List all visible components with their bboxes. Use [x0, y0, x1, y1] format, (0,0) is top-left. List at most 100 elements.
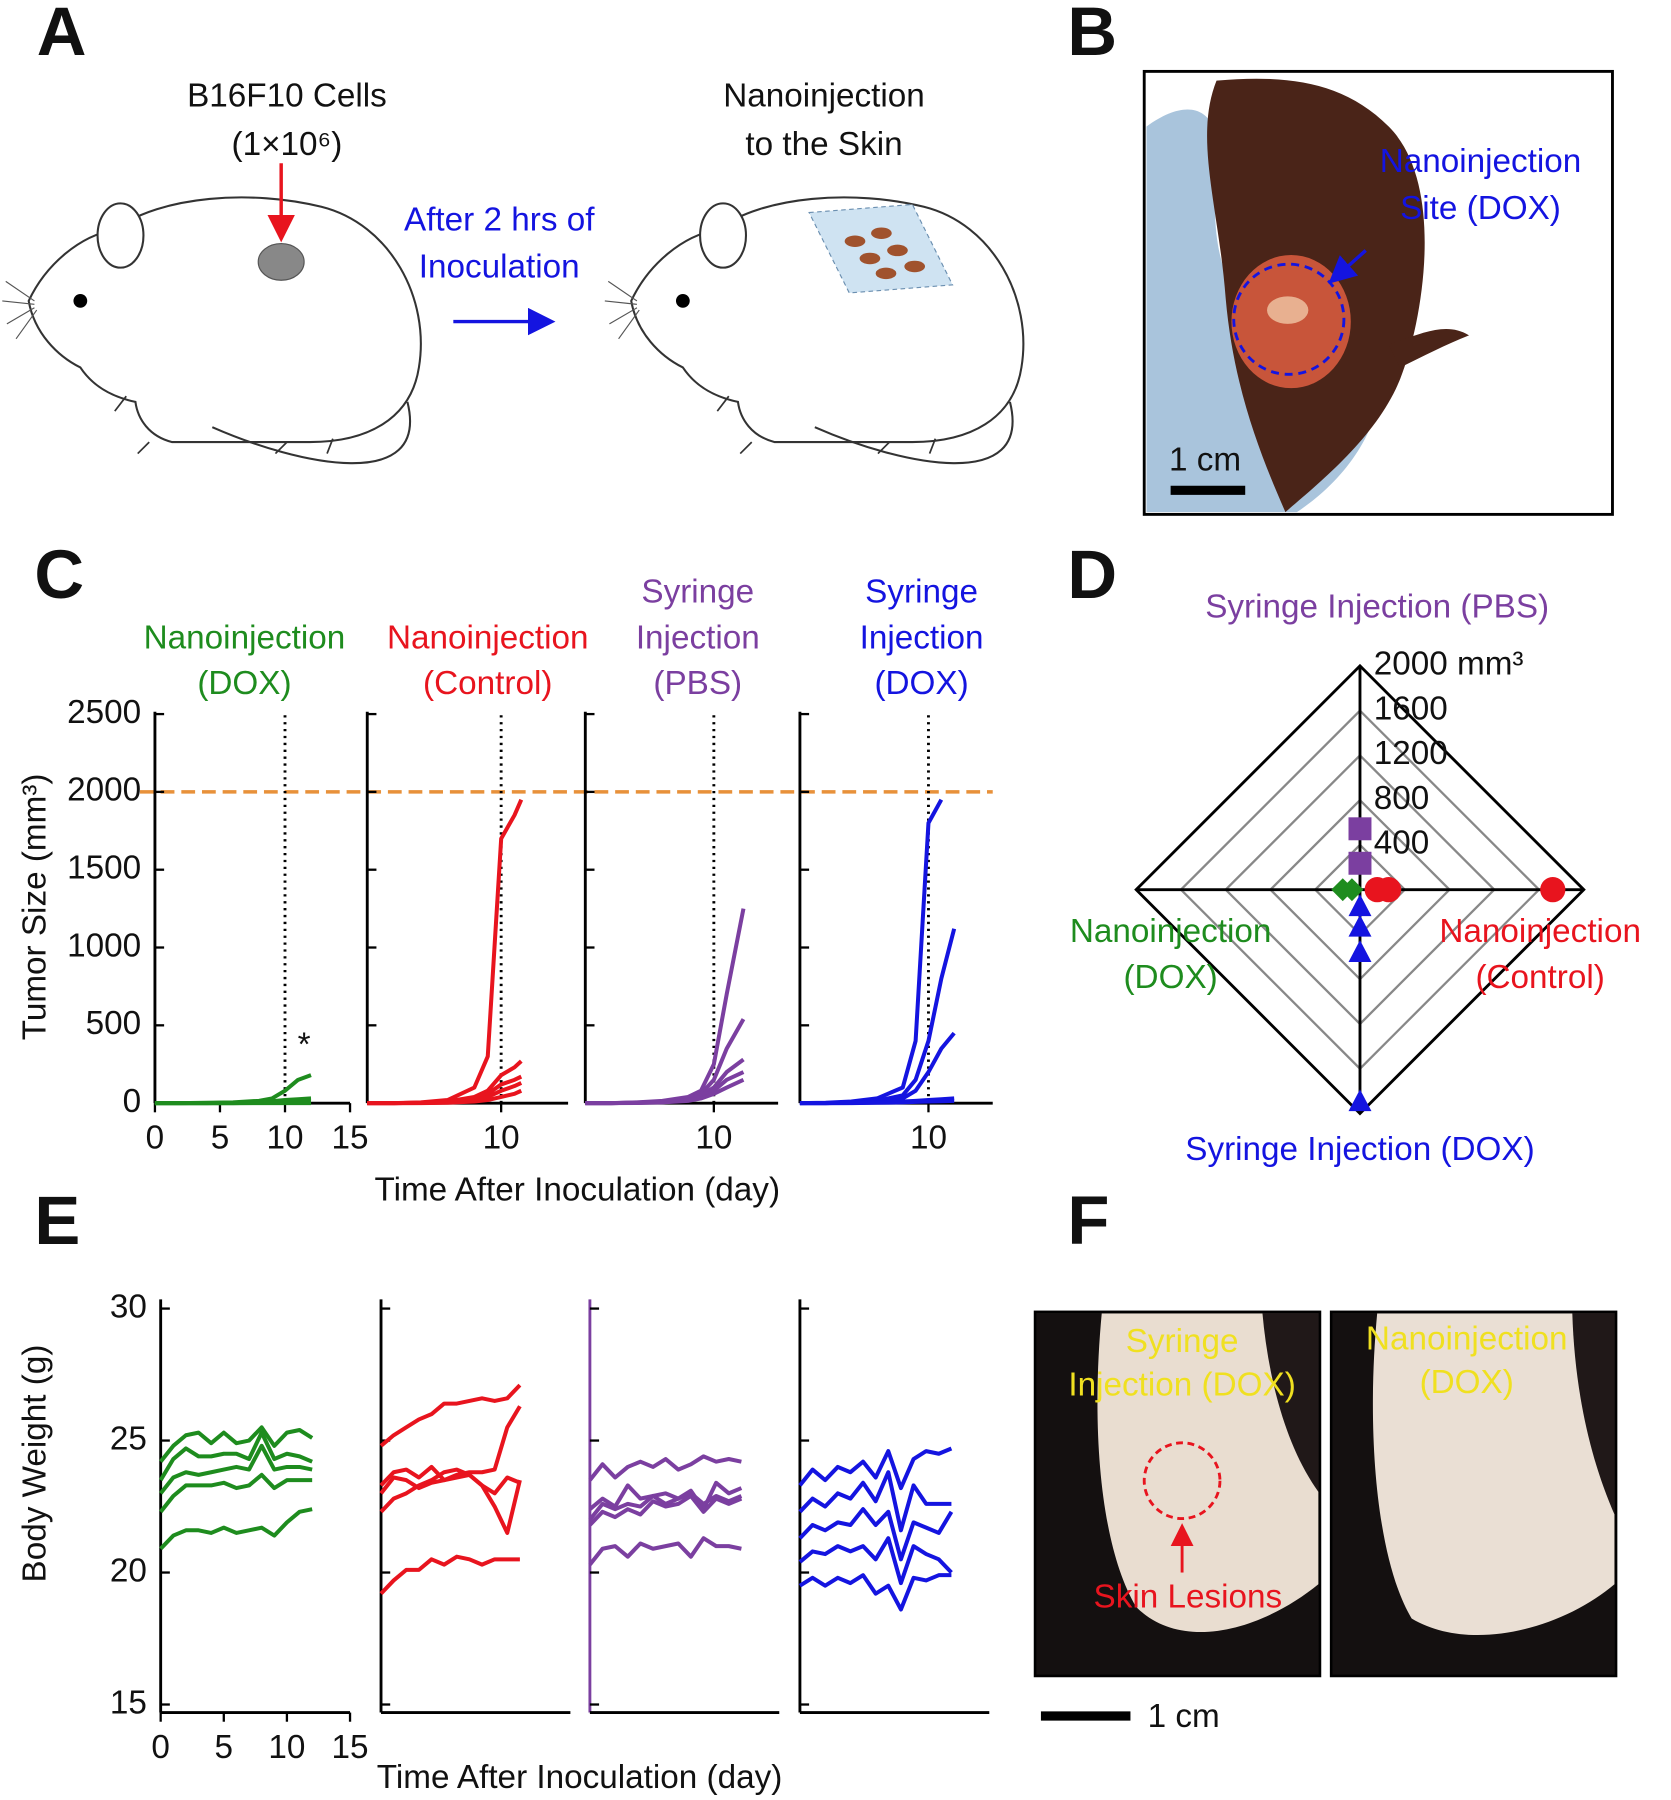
subplot-title: Syringe [865, 573, 978, 610]
data-line [799, 928, 957, 1106]
subplot-title: (DOX) [874, 665, 968, 702]
label: Syringe [1126, 1323, 1239, 1360]
scale-bar-label: 1 cm [1169, 441, 1241, 478]
data-line [588, 1493, 743, 1527]
r-tick-label: 1600 [1374, 690, 1448, 727]
marker [1348, 851, 1372, 875]
data-line [588, 1454, 742, 1482]
r-tick-label: 400 [1374, 825, 1430, 862]
label: Nanoinjection [1366, 1321, 1568, 1358]
y-tick-label: 1000 [67, 927, 141, 964]
x-tick-label: 15 [332, 1729, 369, 1766]
y-tick-label: 2000 [67, 772, 141, 809]
label: Nanoinjection [1380, 143, 1582, 180]
nanoinjection-patch [808, 203, 954, 294]
x-tick-label: 5 [215, 1729, 234, 1766]
panel-label: A [37, 0, 87, 70]
data-line [367, 1088, 523, 1106]
x-axis-label: Time After Inoculation (day) [377, 1759, 783, 1796]
subplot-title: (DOX) [197, 665, 291, 702]
arrow [1328, 249, 1367, 284]
data-line [379, 1383, 522, 1448]
marker [1364, 877, 1390, 903]
label: Nanoinjection [723, 78, 925, 115]
x-axis-label: Time After Inoculation (day) [375, 1171, 781, 1208]
tumor [257, 242, 305, 281]
marker [1340, 878, 1364, 902]
label: Skin Lesions [1094, 1579, 1283, 1616]
x-tick-label: 10 [695, 1120, 732, 1157]
x-tick-label: 10 [910, 1120, 947, 1157]
data-line [799, 798, 944, 1106]
data-line [588, 1536, 742, 1566]
r-tick-label: 2000 mm³ [1374, 646, 1524, 683]
y-tick-label: 25 [110, 1420, 147, 1457]
subplot-title: Nanoinjection [144, 619, 346, 656]
label: Site (DOX) [1400, 190, 1561, 227]
axis-label: Syringe Injection (DOX) [1185, 1131, 1534, 1168]
panel-label: E [34, 1182, 80, 1259]
panel-label: C [34, 536, 84, 613]
mouse-illustration [1, 196, 422, 465]
marker [1348, 894, 1372, 917]
y-axis-label: Body Weight (g) [17, 1345, 54, 1583]
x-tick-label: 10 [268, 1729, 305, 1766]
mouse-illustration [603, 196, 1025, 465]
data-line [585, 1078, 745, 1106]
subplot-title: Injection [860, 619, 984, 656]
x-tick-label: 5 [211, 1120, 230, 1157]
data-line [798, 1573, 952, 1612]
y-tick-label: 0 [123, 1083, 142, 1120]
scale-bar-label: 1 cm [1148, 1698, 1220, 1735]
data-line [588, 1480, 743, 1512]
y-tick-label: 500 [86, 1005, 142, 1042]
data-line [379, 1405, 522, 1487]
axis-label: Nanoinjection [1439, 913, 1641, 950]
subplot-title: (PBS) [653, 665, 742, 702]
data-line [585, 908, 746, 1106]
data-line [588, 1491, 743, 1521]
axis-label: Syringe Injection (PBS) [1205, 588, 1549, 625]
x-tick-label: 10 [483, 1120, 520, 1157]
data-line [379, 1472, 522, 1535]
y-tick-label: 15 [110, 1684, 147, 1721]
label: (DOX) [1420, 1364, 1514, 1401]
data-line [798, 1446, 953, 1491]
annotation: * [298, 1027, 311, 1064]
axis-label: Nanoinjection [1070, 913, 1272, 950]
y-tick-label: 1500 [67, 849, 141, 886]
data-line [379, 1467, 521, 1514]
panel-label: D [1067, 536, 1117, 613]
y-tick-label: 20 [110, 1552, 147, 1589]
label: B16F10 Cells [187, 78, 387, 115]
axis-label: (Control) [1475, 959, 1604, 996]
panel-label: F [1067, 1182, 1109, 1259]
label: After 2 hrs of [404, 202, 595, 239]
data-line [585, 1070, 745, 1106]
subplot-title: Injection [636, 619, 760, 656]
marker [1348, 940, 1372, 962]
marker [1348, 914, 1372, 937]
subplot-title: (Control) [423, 665, 552, 702]
data-line [799, 1031, 956, 1106]
x-tick-label: 10 [266, 1120, 303, 1157]
marker [1540, 877, 1566, 903]
marker [1348, 1089, 1372, 1112]
panel-label: B [1067, 0, 1117, 70]
photo [1033, 1310, 1618, 1721]
label: Injection (DOX) [1068, 1366, 1295, 1403]
data-line [367, 798, 524, 1106]
axis-label: (DOX) [1123, 959, 1217, 996]
data-line [798, 1507, 954, 1562]
data-line [798, 1536, 953, 1586]
label: to the Skin [745, 126, 902, 163]
marker [1348, 817, 1372, 841]
r-tick-label: 1200 [1374, 735, 1448, 772]
data-line [159, 1472, 313, 1514]
data-line [158, 1430, 313, 1482]
data-line [159, 1443, 313, 1495]
y-tick-label: 2500 [67, 694, 141, 731]
data-line [799, 1098, 955, 1106]
y-tick-label: 30 [110, 1288, 147, 1325]
